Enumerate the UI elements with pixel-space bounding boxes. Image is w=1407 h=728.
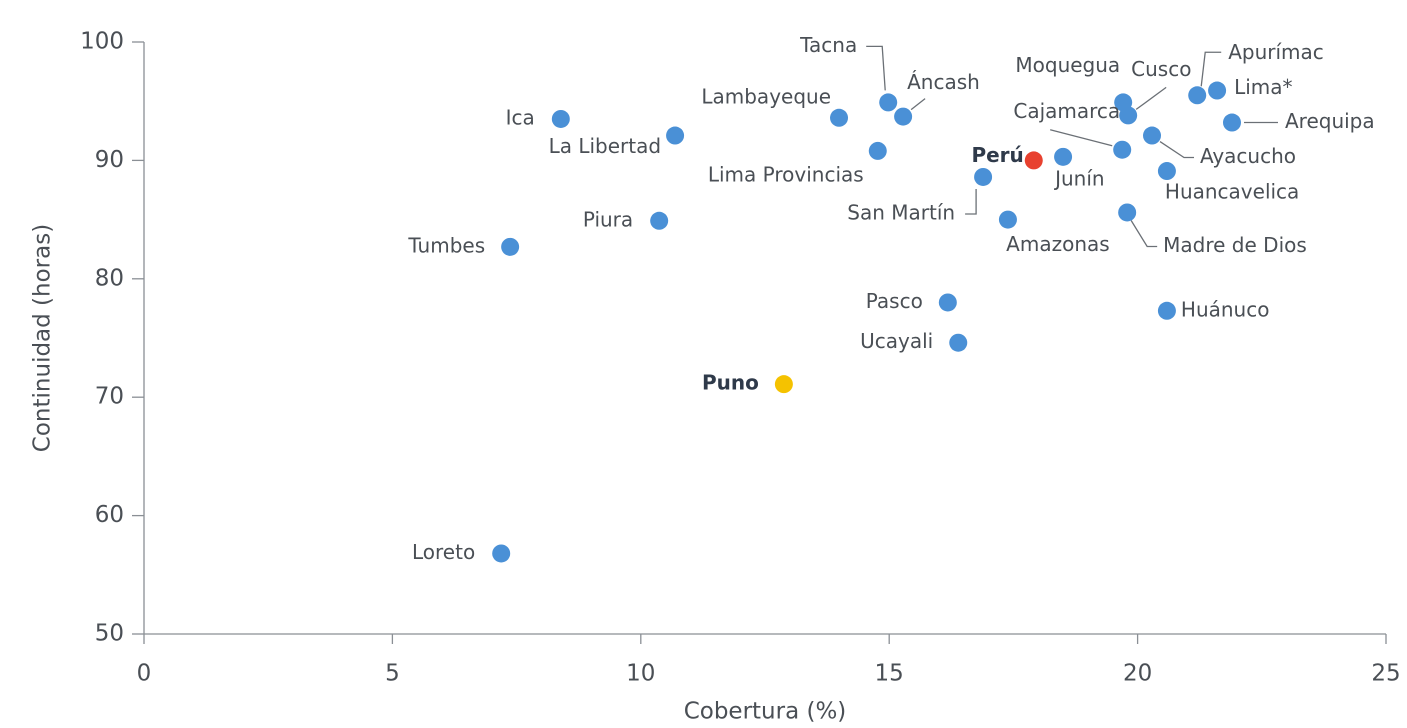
point bbox=[774, 375, 793, 394]
point-label: Loreto bbox=[412, 540, 475, 564]
y-tick-label: 100 bbox=[80, 29, 124, 55]
point-label: Ayacucho bbox=[1200, 144, 1296, 168]
point-label: Ica bbox=[506, 105, 535, 129]
y-tick-label: 80 bbox=[95, 265, 124, 291]
leader-line bbox=[1050, 129, 1113, 147]
point bbox=[1157, 162, 1176, 181]
point bbox=[1119, 106, 1138, 125]
y-tick-label: 90 bbox=[95, 147, 124, 173]
x-tick-label: 20 bbox=[1123, 661, 1152, 687]
point-label: Junín bbox=[1053, 166, 1104, 190]
point bbox=[1024, 151, 1043, 170]
point bbox=[1188, 86, 1207, 105]
leader-line bbox=[1200, 51, 1222, 87]
point-label: Arequipa bbox=[1285, 109, 1375, 133]
point-label: Pasco bbox=[866, 289, 923, 313]
point bbox=[1222, 113, 1241, 132]
point bbox=[1113, 140, 1132, 159]
point bbox=[666, 126, 685, 145]
point bbox=[938, 293, 957, 312]
point bbox=[492, 544, 511, 563]
point bbox=[551, 109, 570, 128]
point bbox=[949, 333, 968, 352]
leader-line bbox=[866, 45, 886, 91]
y-tick-label: 60 bbox=[95, 502, 124, 528]
point-label: Piura bbox=[583, 207, 633, 231]
leader-line bbox=[965, 188, 977, 215]
x-tick-label: 25 bbox=[1371, 661, 1400, 687]
y-tick-label: 50 bbox=[95, 621, 124, 647]
point-label: Lima Provincias bbox=[708, 162, 864, 186]
point bbox=[894, 107, 913, 126]
leader-line bbox=[910, 98, 926, 111]
point-label: San Martín bbox=[847, 200, 955, 224]
point-label: Cajamarca bbox=[1013, 99, 1120, 123]
point bbox=[1143, 126, 1162, 145]
y-axis-title: Continuidad (horas) bbox=[30, 224, 56, 452]
point-label: Lambayeque bbox=[701, 84, 831, 108]
point bbox=[974, 167, 993, 186]
point-label: Amazonas bbox=[1006, 232, 1110, 256]
leader-line bbox=[1130, 220, 1158, 248]
point-label: Huancavelica bbox=[1165, 180, 1299, 204]
point-label: Madre de Dios bbox=[1163, 233, 1307, 257]
point bbox=[650, 211, 669, 230]
point bbox=[998, 210, 1017, 229]
point-label: Huánuco bbox=[1181, 297, 1270, 321]
point-label: Tacna bbox=[799, 33, 857, 57]
point-label: Apurímac bbox=[1228, 40, 1324, 64]
point bbox=[501, 237, 520, 256]
point bbox=[1054, 147, 1073, 166]
point-label: Perú bbox=[971, 143, 1023, 167]
point-label: Cusco bbox=[1131, 57, 1191, 81]
point-label: Puno bbox=[702, 371, 759, 395]
x-axis-title: Cobertura (%) bbox=[684, 699, 847, 725]
x-tick-label: 0 bbox=[137, 661, 152, 687]
y-tick-label: 70 bbox=[95, 384, 124, 410]
point-label: Lima* bbox=[1234, 75, 1292, 99]
point-label: Ucayali bbox=[860, 329, 933, 353]
point-label: Áncash bbox=[907, 70, 980, 94]
point-label: Tumbes bbox=[407, 233, 485, 257]
point bbox=[830, 108, 849, 127]
point bbox=[1208, 81, 1227, 100]
point bbox=[1157, 301, 1176, 320]
point bbox=[1118, 203, 1137, 222]
x-tick-label: 15 bbox=[875, 661, 904, 687]
point bbox=[868, 141, 887, 160]
x-tick-label: 10 bbox=[626, 661, 655, 687]
x-tick-label: 5 bbox=[385, 661, 400, 687]
leader-line bbox=[1159, 140, 1195, 159]
point-label: La Libertad bbox=[549, 134, 661, 158]
leader-line bbox=[1135, 86, 1167, 110]
point bbox=[879, 93, 898, 112]
point-label: Moquegua bbox=[1015, 53, 1120, 77]
